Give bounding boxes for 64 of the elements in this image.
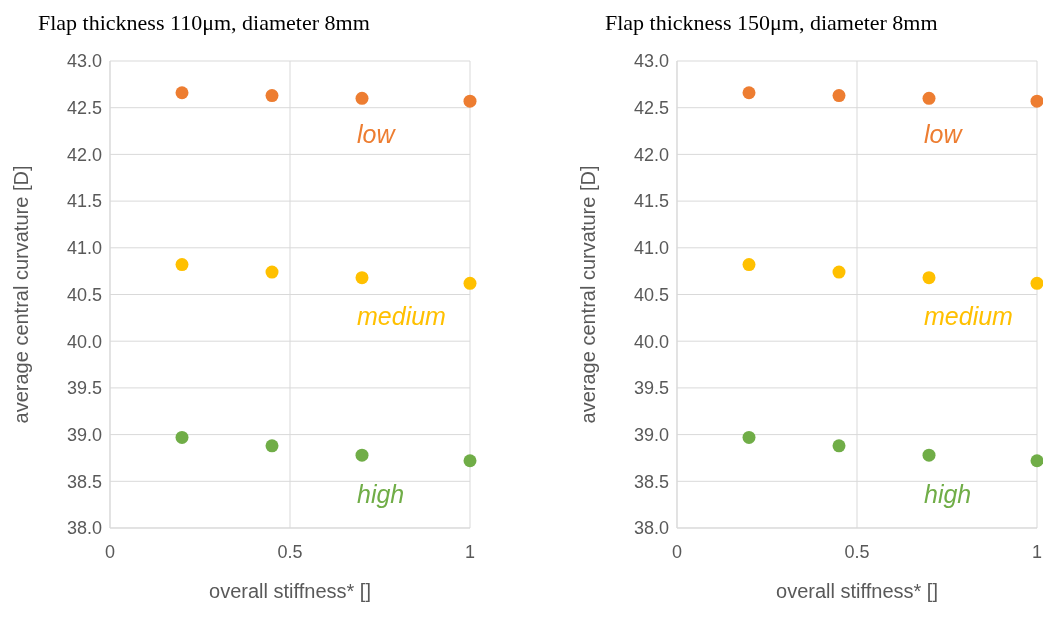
y-tick-label: 43.0 <box>66 51 102 72</box>
y-tick-label: 42.5 <box>633 98 669 118</box>
x-tick-label: 0.5 <box>277 542 303 562</box>
point <box>265 89 279 103</box>
x-tick-label: 0 <box>104 542 116 562</box>
point <box>463 276 477 290</box>
point <box>463 454 477 468</box>
y-tick-label: 43.0 <box>633 51 669 72</box>
y-tick-label: 42.0 <box>66 144 102 165</box>
point <box>922 271 936 285</box>
series-label: high <box>357 479 405 508</box>
point <box>265 439 279 453</box>
x-tick-label: 1 <box>1031 542 1043 562</box>
point <box>832 89 846 103</box>
point <box>355 448 369 462</box>
x-tick-label: 0 <box>671 542 683 562</box>
y-tick-label: 42.0 <box>633 144 669 165</box>
point <box>742 430 756 444</box>
point <box>175 258 189 272</box>
point <box>832 265 846 279</box>
point <box>175 86 189 100</box>
series-label: medium <box>357 302 446 331</box>
point <box>175 430 189 444</box>
y-tick-label: 42.5 <box>66 98 102 118</box>
x-axis-title: overall stiffness* [] <box>776 580 938 602</box>
series-label: low <box>924 120 964 149</box>
y-tick-label: 41.0 <box>633 238 669 259</box>
x-axis-title: overall stiffness* [] <box>209 580 371 602</box>
y-axis-title: average central curvature [D] <box>577 165 599 424</box>
series-label: high <box>924 479 972 508</box>
y-tick-label: 38.0 <box>66 518 102 539</box>
point <box>1030 276 1043 290</box>
point <box>742 86 756 100</box>
y-tick-label: 39.0 <box>66 424 102 445</box>
y-tick-label: 39.0 <box>633 424 669 445</box>
y-tick-label: 40.0 <box>633 331 669 352</box>
point <box>265 265 279 279</box>
point <box>1030 94 1043 108</box>
point <box>922 91 936 105</box>
point <box>742 258 756 272</box>
y-tick-label: 38.0 <box>633 518 669 539</box>
chart-title: Flap thickness 150μm, diameter 8mm <box>605 10 938 35</box>
y-tick-label: 39.5 <box>633 378 669 399</box>
point <box>355 91 369 105</box>
point <box>1030 454 1043 468</box>
y-tick-label: 41.5 <box>633 191 669 212</box>
point <box>832 439 846 453</box>
x-tick-label: 0.5 <box>844 542 870 562</box>
point <box>922 448 936 462</box>
y-tick-label: 40.0 <box>66 331 102 352</box>
y-tick-label: 39.5 <box>66 378 102 399</box>
chart-title: Flap thickness 110μm, diameter 8mm <box>38 10 370 35</box>
y-tick-label: 41.5 <box>66 191 102 212</box>
x-tick-label: 1 <box>464 542 476 562</box>
y-tick-label: 38.5 <box>633 471 669 492</box>
y-tick-label: 40.5 <box>633 284 669 305</box>
y-tick-label: 41.0 <box>66 238 102 259</box>
y-tick-label: 40.5 <box>66 284 102 305</box>
y-axis-title: average central curvature [D] <box>10 165 32 424</box>
y-tick-label: 38.5 <box>66 471 102 492</box>
series-label: low <box>357 120 397 149</box>
point <box>355 271 369 285</box>
series-label: medium <box>924 302 1013 331</box>
point <box>463 94 477 108</box>
